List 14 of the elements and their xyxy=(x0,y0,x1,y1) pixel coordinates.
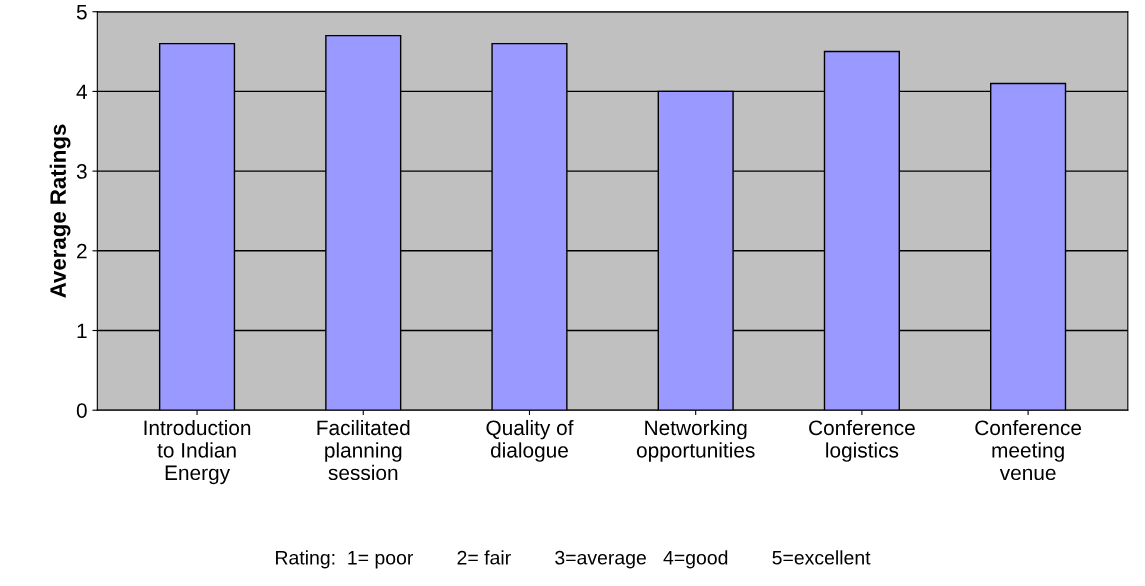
y-tick-label: 0 xyxy=(76,403,87,418)
x-tick-label: Facilitated planning session xyxy=(317,419,410,481)
x-tick-label: Conference logistics xyxy=(809,419,915,462)
y-tick-label: 4 xyxy=(76,84,87,99)
text: Rating: 1= poor 2= fair 3=average 4=good 5=excellent xyxy=(276,550,871,569)
y-tick-label: 3 xyxy=(76,164,87,179)
x-tick-label: Quality of dialogue xyxy=(486,419,574,462)
x-tick-label: Introduction to Indian Energy xyxy=(144,419,251,485)
x-tick-label: Networking opportunities xyxy=(636,419,755,462)
y-tick-label: 1 xyxy=(77,323,87,339)
y-tick-label: 5 xyxy=(76,4,87,20)
x-tick-label: Conference meeting venue xyxy=(975,419,1082,481)
y-tick-label: 2 xyxy=(77,243,87,259)
y-axis-title: Average Ratings xyxy=(49,124,71,298)
